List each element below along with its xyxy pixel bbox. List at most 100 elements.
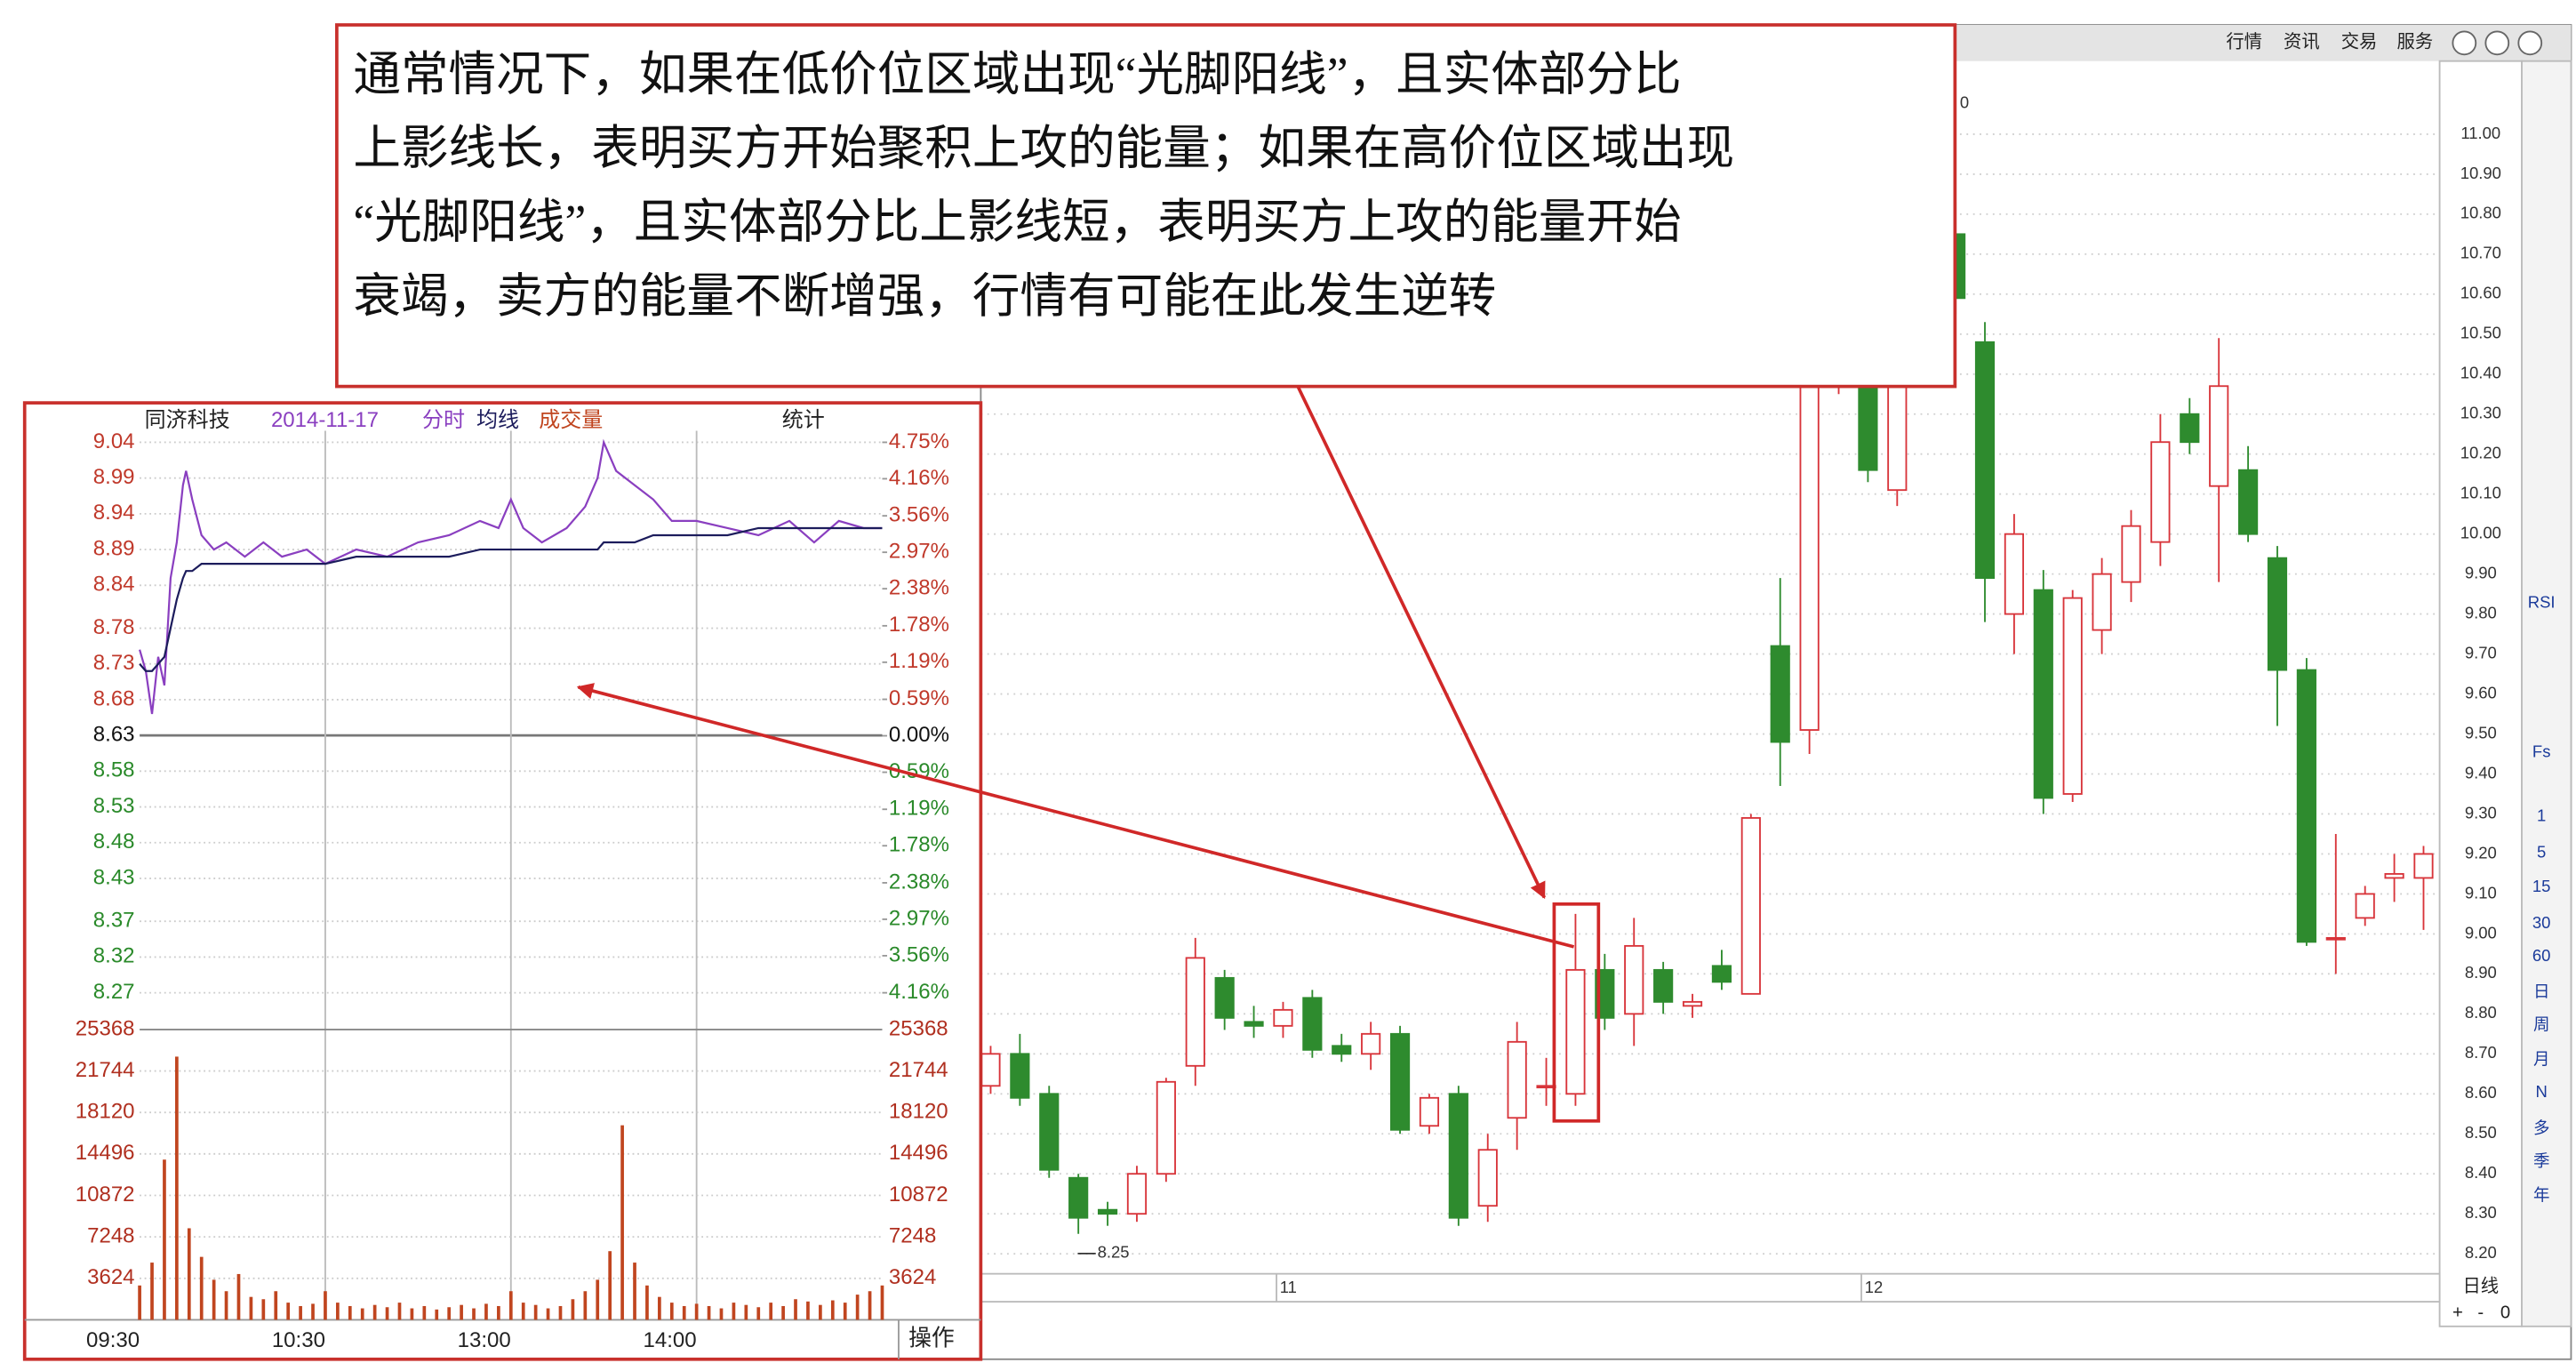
- y2-tick-label: 0.00%: [889, 723, 949, 747]
- y-tick-label: 8.99: [93, 465, 135, 489]
- sidebar-item[interactable]: 日: [2533, 982, 2549, 1000]
- sidebar-item[interactable]: 季: [2533, 1151, 2549, 1170]
- y-tick-label: 9.04: [93, 429, 135, 453]
- sidebar-item[interactable]: 月: [2533, 1049, 2549, 1068]
- volume-bar: [348, 1305, 352, 1320]
- y-tick-label: 9.50: [2465, 723, 2497, 742]
- volume-bar: [719, 1308, 724, 1320]
- sidebar-item[interactable]: RSI: [2528, 592, 2556, 611]
- arrow: [576, 683, 1575, 949]
- y-tick-label: 9.40: [2465, 763, 2497, 782]
- volume-bar: [781, 1305, 785, 1320]
- y-tick-label: 9.70: [2465, 643, 2497, 661]
- volume-bar: [546, 1308, 550, 1320]
- y-tick-label: 10.50: [2460, 324, 2501, 342]
- y-tick-label: 8.43: [93, 865, 135, 889]
- candle-body: [1448, 1093, 1468, 1219]
- y2-tick-label: 2.38%: [889, 870, 949, 894]
- sidebar-item[interactable]: 15: [2532, 877, 2551, 895]
- y-tick-label: 8.48: [93, 830, 135, 854]
- y-tick-label: 8.80: [2465, 1003, 2497, 1022]
- y2-tick-label: 4.16%: [889, 466, 949, 490]
- menu-tab[interactable]: 服务: [2397, 32, 2434, 52]
- sidebar-item[interactable]: 多: [2533, 1118, 2549, 1137]
- y-tick-label: 9.60: [2465, 683, 2497, 702]
- y-tick-label: 8.68: [93, 686, 135, 710]
- y-tick-label: 10.00: [2460, 524, 2501, 542]
- zoom-button[interactable]: 0: [2500, 1303, 2510, 1322]
- y-tick-label: 10.60: [2460, 284, 2501, 302]
- y-tick-label: 8.30: [2465, 1203, 2497, 1222]
- restore-button[interactable]: [2484, 30, 2510, 56]
- sidebar-item[interactable]: N: [2536, 1082, 2548, 1101]
- annotation-line: 上影线长，表明买方开始聚积上攻的能量；如果在高价位区域出现: [353, 121, 1734, 174]
- menu-tab[interactable]: 资讯: [2284, 32, 2320, 52]
- volume-bar: [249, 1296, 253, 1320]
- y2-tick-label: 3.56%: [889, 942, 949, 966]
- sidebar-item[interactable]: 年: [2533, 1186, 2549, 1205]
- close-button[interactable]: [2517, 30, 2543, 56]
- y-tick-label: 25368: [889, 1016, 948, 1040]
- annotation-box: [335, 23, 1957, 389]
- sidebar-item[interactable]: 5: [2537, 842, 2546, 861]
- x-tick-label: 09:30: [86, 1328, 140, 1352]
- price-axis: [2438, 60, 2523, 1327]
- volume-bar: [336, 1303, 340, 1320]
- volume-bar: [880, 1285, 884, 1320]
- y-tick-label: 8.32: [93, 944, 135, 968]
- y-tick-label: 10872: [76, 1183, 135, 1207]
- y-tick-label: 10.30: [2460, 404, 2501, 422]
- candle-body: [2296, 669, 2316, 943]
- volume-bar: [608, 1251, 612, 1320]
- y2-tick-label: 0.59%: [889, 686, 949, 710]
- y-tick-label: 10.20: [2460, 444, 2501, 462]
- candle-body: [1624, 944, 1644, 1015]
- menu-tab[interactable]: 交易: [2341, 32, 2378, 52]
- legend-entry: 成交量: [539, 408, 603, 432]
- menu-tab[interactable]: 行情: [2226, 32, 2262, 52]
- candle-body: [1214, 976, 1235, 1019]
- y-tick-label: 8.73: [93, 651, 135, 675]
- y-tick-label: 8.78: [93, 615, 135, 639]
- volume-bar: [533, 1304, 538, 1320]
- sidebar-item[interactable]: 周: [2533, 1014, 2549, 1033]
- y-tick-label: 3624: [87, 1265, 134, 1289]
- y-tick-label: 21744: [889, 1058, 948, 1082]
- x-tick-label: 10:30: [272, 1328, 325, 1352]
- minimize-button[interactable]: [2452, 30, 2477, 56]
- candle-body: [2092, 573, 2112, 631]
- stats-button[interactable]: 统计: [782, 408, 825, 432]
- sidebar-item[interactable]: 60: [2532, 946, 2551, 965]
- volume-bar: [620, 1125, 624, 1320]
- candle-body: [1507, 1040, 1527, 1119]
- volume-bar: [224, 1291, 228, 1320]
- sidebar-item[interactable]: 30: [2532, 913, 2551, 932]
- volume-bar: [150, 1263, 154, 1320]
- candle-body: [1477, 1149, 1498, 1207]
- candle-body: [2355, 893, 2375, 919]
- volume-bar: [372, 1304, 377, 1320]
- candle-body: [1858, 373, 1878, 471]
- volume-bar: [261, 1299, 266, 1320]
- candle-body: [2413, 853, 2434, 879]
- volume-bar: [756, 1307, 761, 1320]
- volume-bar: [422, 1305, 427, 1320]
- candle-body: [2150, 441, 2171, 543]
- candle-body: [2180, 413, 2200, 444]
- sidebar-item[interactable]: Fs: [2532, 742, 2551, 761]
- y-tick-label: 9.80: [2465, 603, 2497, 621]
- zoom-button[interactable]: -: [2477, 1303, 2484, 1322]
- sidebar-item[interactable]: 1: [2537, 806, 2546, 825]
- volume-bar: [633, 1263, 636, 1320]
- zoom-button[interactable]: +: [2452, 1303, 2463, 1322]
- candle-body: [2384, 873, 2404, 879]
- stock-name: 同济科技: [145, 408, 230, 432]
- legend-entry: 均线: [476, 408, 519, 432]
- candle-body: [1595, 968, 1615, 1019]
- volume-bar: [843, 1303, 847, 1320]
- action-button[interactable]: 操作: [908, 1325, 955, 1351]
- y2-tick-label: 4.16%: [889, 980, 949, 1004]
- y-tick-label: 14496: [76, 1141, 135, 1165]
- volume-bar: [571, 1299, 575, 1320]
